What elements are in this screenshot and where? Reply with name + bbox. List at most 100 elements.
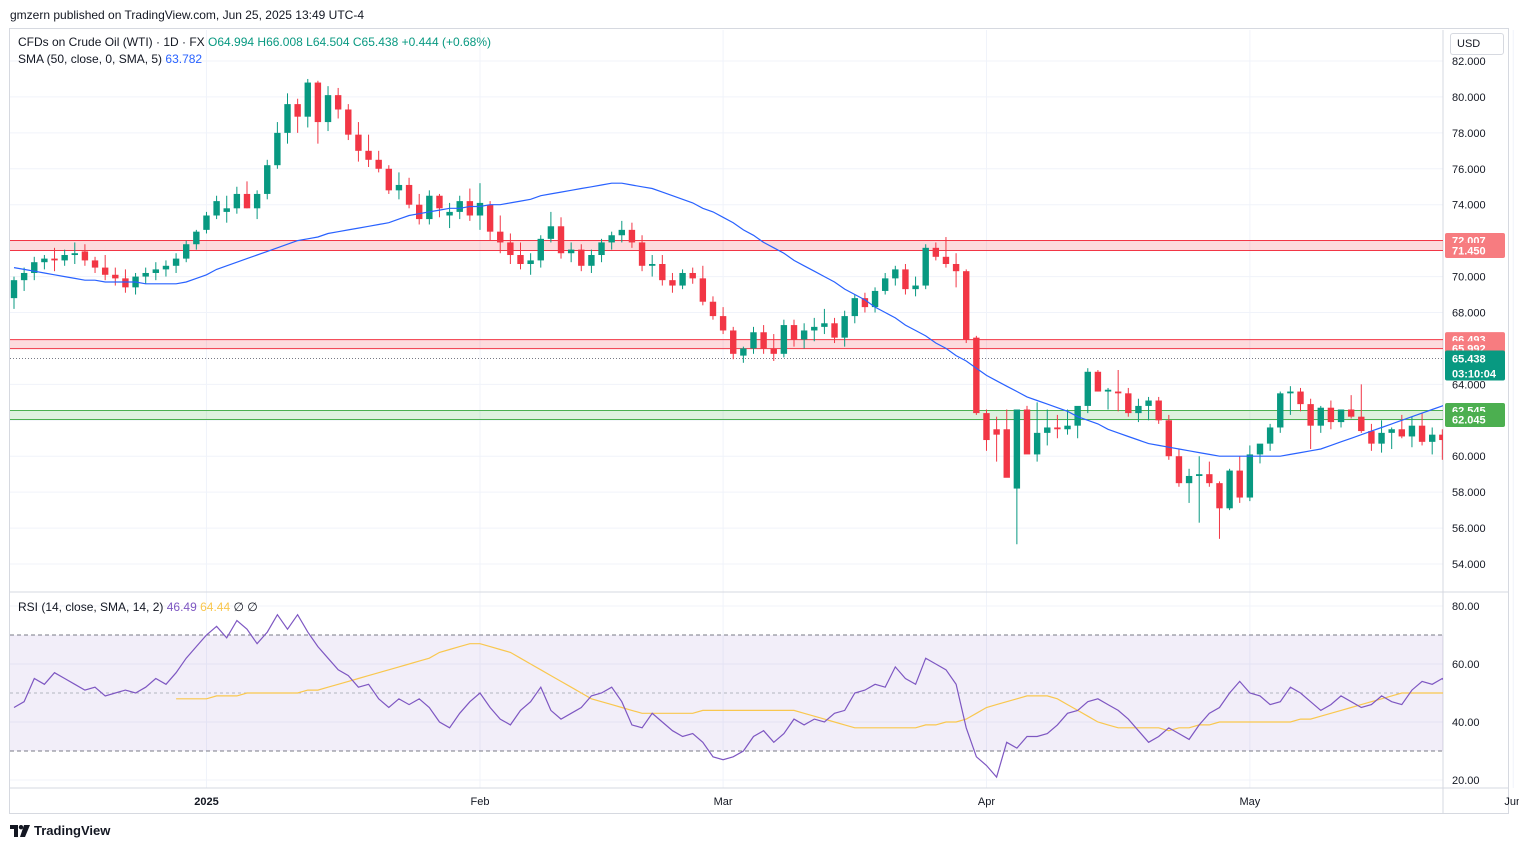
candle-body: [1104, 389, 1112, 392]
rsi-legend[interactable]: RSI (14, close, SMA, 14, 2) 46.49 64.44 …: [18, 600, 258, 614]
rsi-tick-label: 40.00: [1452, 717, 1480, 729]
candle-body: [537, 238, 544, 261]
candle-body: [446, 211, 453, 216]
candle-body: [780, 325, 788, 354]
candle: [547, 211, 555, 243]
sma-legend[interactable]: SMA (50, close, 0, SMA, 5) 63.782: [18, 52, 202, 66]
candle-body: [963, 271, 970, 340]
candle-body: [952, 263, 960, 272]
sma-value: 63.782: [165, 52, 203, 66]
candle: [1216, 481, 1223, 539]
candle-body: [324, 95, 332, 123]
chart-frame: [9, 28, 1509, 814]
candle: [790, 319, 798, 347]
candle-body: [1145, 400, 1152, 406]
candle: [932, 242, 940, 261]
currency-selector[interactable]: USD: [1450, 33, 1504, 55]
candle-body: [122, 278, 129, 288]
candle-body: [1023, 409, 1031, 455]
candle: [1206, 461, 1213, 487]
candle-body: [1347, 409, 1355, 417]
time-tick-label: May: [1239, 796, 1260, 808]
candle-body: [304, 82, 311, 117]
candle: [1317, 405, 1324, 433]
candle: [557, 217, 565, 259]
resistance-price-tag: [1445, 243, 1505, 259]
candle: [689, 267, 696, 284]
candle: [638, 235, 646, 272]
candle: [578, 244, 585, 272]
sma-label: SMA (50, close, 0, SMA, 5): [18, 52, 163, 66]
candle-body: [517, 255, 524, 264]
candle-body: [1114, 391, 1122, 394]
candle-body: [719, 316, 727, 331]
candle: [10, 276, 18, 309]
candle: [324, 86, 332, 132]
candle-body: [1236, 470, 1243, 498]
candle: [1287, 386, 1294, 415]
candle: [1003, 409, 1010, 478]
candle-body: [1074, 405, 1081, 426]
candle-body: [203, 215, 210, 230]
candle-body: [922, 247, 929, 286]
candle-body: [871, 290, 879, 308]
candle-body: [1125, 393, 1132, 414]
candle-body: [861, 298, 869, 308]
candle-body: [375, 159, 382, 169]
candle: [416, 193, 423, 225]
candle: [385, 165, 393, 194]
candle: [1013, 409, 1021, 545]
candle: [274, 122, 281, 169]
candle-body: [932, 247, 940, 257]
candle: [395, 172, 403, 200]
candle: [942, 237, 950, 268]
candle-body: [395, 184, 403, 191]
candle: [608, 231, 615, 250]
candle: [1266, 423, 1274, 451]
candle: [699, 265, 707, 306]
countdown-tag-text: 03:10:04: [1452, 369, 1497, 381]
candle: [446, 202, 453, 229]
candle: [1418, 413, 1426, 446]
candle: [436, 193, 443, 218]
candle: [405, 177, 413, 209]
candle: [1125, 387, 1132, 417]
price-tick-label: 78.000: [1452, 128, 1486, 140]
candle-body: [1327, 407, 1335, 423]
candle: [1439, 429, 1443, 460]
rsi-value: 46.49: [166, 600, 197, 614]
rsi-ma-line: [176, 643, 1443, 732]
tradingview-logo-icon: [10, 824, 30, 837]
candle-body: [405, 184, 413, 205]
candle-body: [800, 330, 808, 340]
candle-body: [1266, 427, 1274, 444]
candle-body: [233, 193, 241, 209]
candle-body: [1216, 483, 1223, 509]
candle-body: [314, 82, 322, 123]
candle: [730, 326, 737, 360]
candle: [709, 296, 717, 320]
candle-body: [1044, 427, 1051, 433]
candle-body: [10, 280, 18, 299]
candle: [91, 256, 99, 273]
candle: [314, 80, 322, 144]
candle-body: [618, 229, 625, 236]
candle: [20, 267, 28, 291]
candle-body: [1408, 425, 1416, 437]
candle: [659, 255, 666, 286]
price-tick-label: 54.000: [1452, 559, 1486, 571]
price-tick-label: 56.000: [1452, 523, 1486, 535]
resistance-price-tag-text: 71.450: [1452, 246, 1486, 258]
candle-body: [456, 201, 463, 212]
candle-body: [1064, 425, 1071, 430]
candle-body: [1297, 391, 1304, 405]
candle-body: [1094, 371, 1102, 392]
candle: [1327, 400, 1335, 430]
candle: [517, 242, 524, 270]
candle: [821, 308, 828, 335]
candle: [1388, 427, 1395, 450]
tradingview-logo[interactable]: TradingView: [10, 823, 110, 838]
candle-body: [476, 202, 484, 216]
candle: [1114, 369, 1122, 412]
